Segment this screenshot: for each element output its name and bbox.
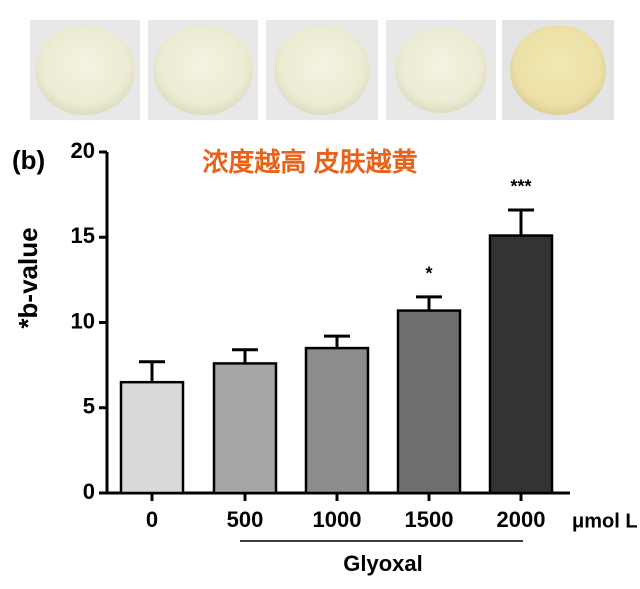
panel-label: (b) — [12, 145, 45, 175]
chart-title: 浓度越高 皮肤越黄 — [202, 147, 417, 177]
x-tick-label: 2000 — [497, 507, 546, 532]
x-tick-label: 500 — [227, 507, 264, 532]
y-axis-label: *b-value — [13, 227, 43, 328]
y-tick-label: 10 — [71, 308, 95, 333]
bar — [304, 346, 370, 495]
x-tick-label: 1500 — [405, 507, 454, 532]
y-tick-label: 15 — [71, 223, 95, 248]
y-tick-label: 20 — [71, 138, 95, 163]
skin-sample — [395, 27, 487, 113]
sample-photos — [30, 20, 614, 120]
skin-sample — [510, 25, 606, 115]
x-tick-label: 1000 — [313, 507, 362, 532]
y-tick-label: 5 — [83, 394, 95, 419]
skin-sample — [274, 25, 370, 115]
bar — [212, 362, 278, 495]
y-tick-label: 0 — [83, 479, 95, 504]
bar — [119, 380, 185, 495]
skin-sample — [35, 25, 135, 115]
bar — [488, 234, 554, 495]
significance-marker: *** — [510, 177, 531, 197]
bar — [396, 309, 462, 495]
x-tick-label: 0 — [146, 507, 158, 532]
significance-marker: * — [425, 264, 432, 284]
x-axis-label: Glyoxal — [343, 551, 422, 576]
skin-sample — [153, 25, 253, 115]
unit-label: μmol L — [572, 510, 638, 532]
